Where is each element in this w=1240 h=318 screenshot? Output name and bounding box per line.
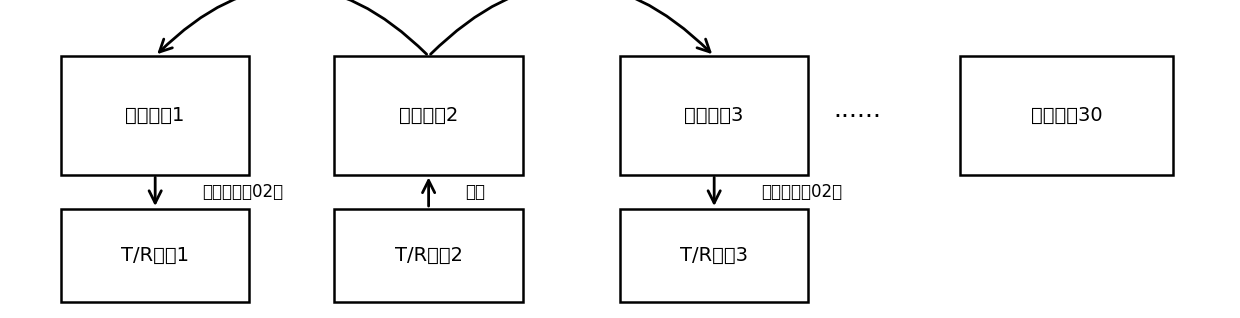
FancyBboxPatch shape	[620, 56, 808, 175]
FancyBboxPatch shape	[335, 209, 523, 302]
Text: ······: ······	[833, 105, 880, 129]
Text: 接收（时刲02）: 接收（时刲02）	[202, 183, 283, 201]
Text: 天线阵子3: 天线阵子3	[684, 106, 744, 125]
Text: 接收（时刲02）: 接收（时刲02）	[761, 183, 842, 201]
Text: 天线阵子30: 天线阵子30	[1030, 106, 1102, 125]
Text: 天线阵子1: 天线阵子1	[125, 106, 185, 125]
Text: T/R通道1: T/R通道1	[122, 246, 190, 265]
FancyBboxPatch shape	[61, 209, 249, 302]
FancyBboxPatch shape	[335, 56, 523, 175]
Text: T/R通道3: T/R通道3	[681, 246, 748, 265]
Text: T/R通道2: T/R通道2	[394, 246, 463, 265]
FancyBboxPatch shape	[61, 56, 249, 175]
FancyBboxPatch shape	[960, 56, 1173, 175]
FancyBboxPatch shape	[620, 209, 808, 302]
Text: 发射: 发射	[465, 183, 485, 201]
Text: 天线阵子2: 天线阵子2	[399, 106, 459, 125]
